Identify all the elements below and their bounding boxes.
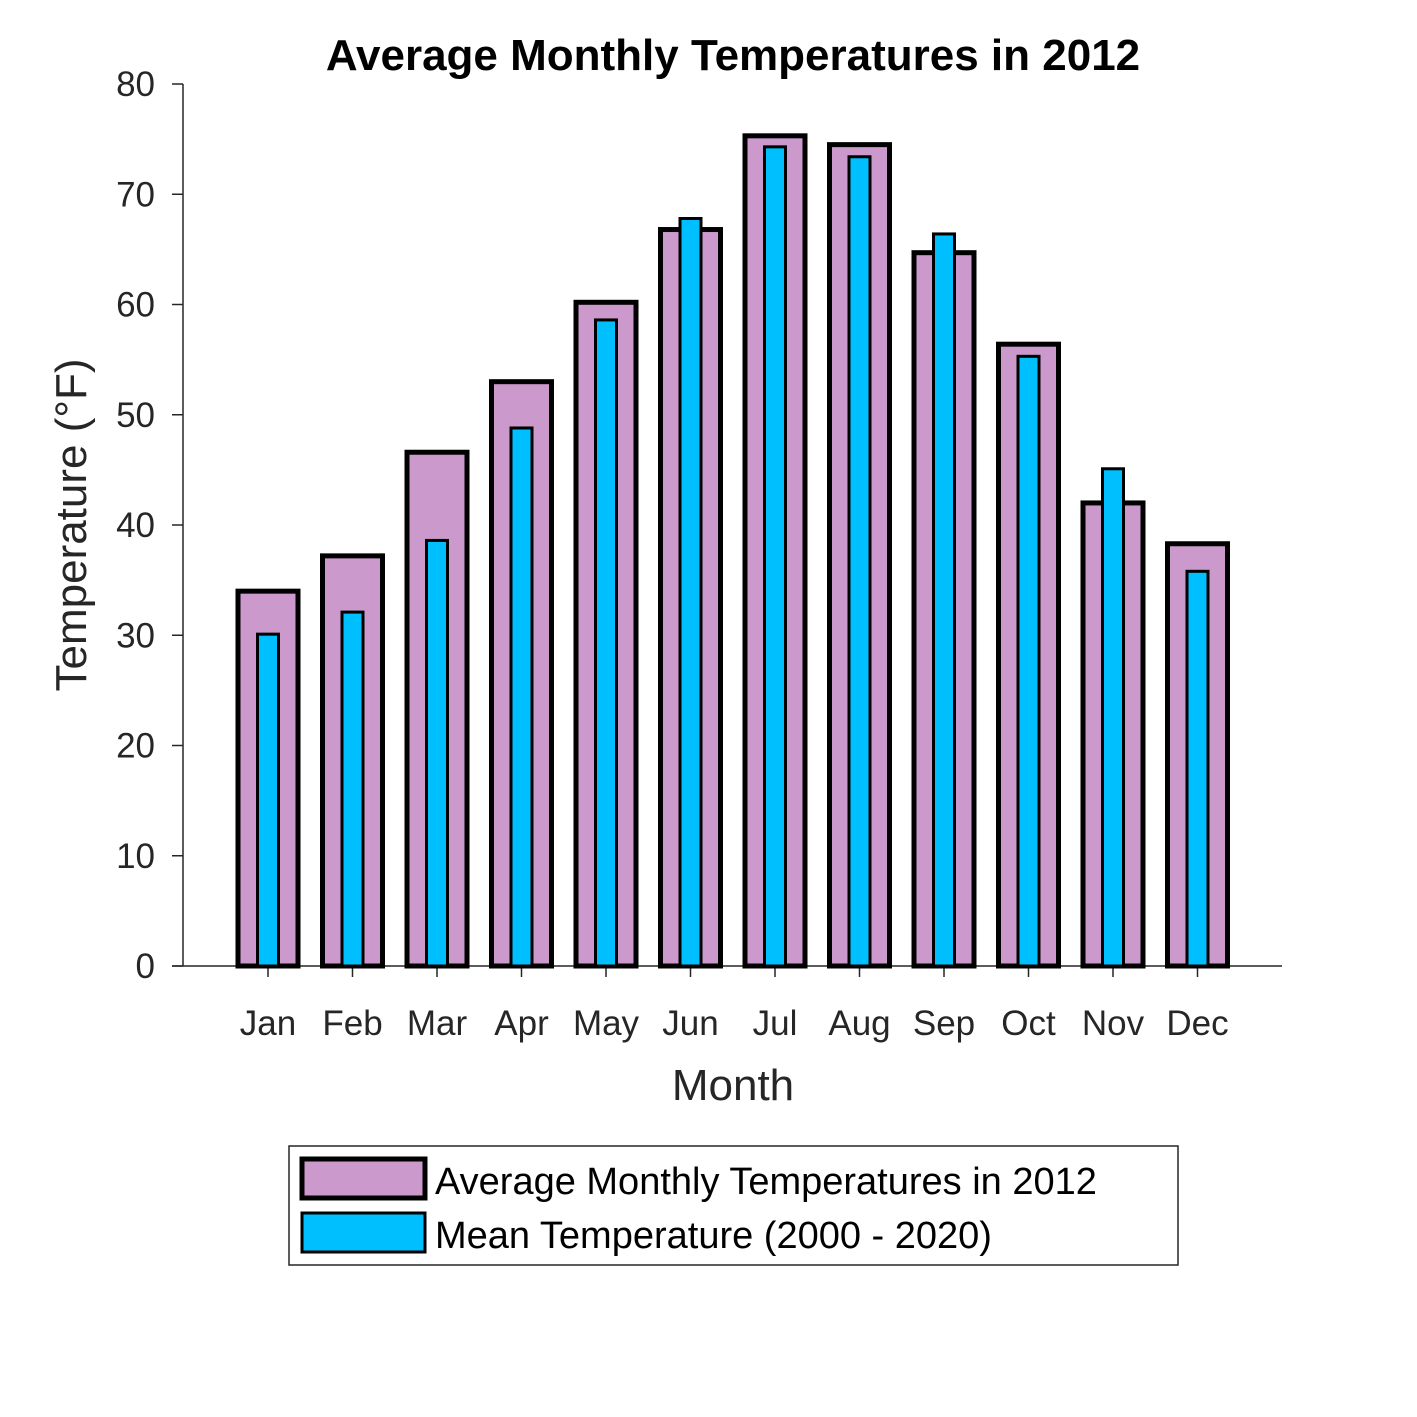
x-tick-label: Sep [913, 1004, 975, 1043]
x-tick-label: Dec [1166, 1004, 1228, 1043]
bar-mean [1185, 569, 1210, 968]
legend-swatch-mean [300, 1211, 427, 1254]
bar-mean [256, 632, 280, 968]
bar-mean [1016, 354, 1041, 968]
x-tick-label: Aug [828, 1004, 890, 1043]
bar-mean [1101, 467, 1125, 968]
y-tick-label: 30 [116, 616, 155, 655]
legend-box [288, 1145, 1179, 1266]
y-tick-label: 10 [116, 837, 155, 876]
y-tick-label: 0 [136, 947, 155, 986]
y-axis-label: Temperature (°F) [47, 358, 96, 691]
x-tick-label: Jul [753, 1004, 798, 1043]
bar-mean [340, 610, 365, 968]
bar-mean [594, 318, 618, 968]
y-tick-label: 80 [116, 65, 155, 104]
bar-mean [509, 426, 534, 968]
x-tick-label: Oct [1001, 1004, 1056, 1043]
y-tick-label: 70 [116, 175, 155, 214]
x-tick-label: May [573, 1004, 640, 1043]
bar-mean [847, 155, 872, 968]
x-axis: Jan Feb Mar Apr May Jun Jul Aug Sep Oct Nov Dec [172, 965, 1282, 1043]
y-tick-label: 60 [116, 286, 155, 325]
y-tick-label: 40 [116, 506, 155, 545]
series-mean-bars [256, 145, 1210, 968]
x-tick-label: Feb [322, 1004, 382, 1043]
y-tick-label: 20 [116, 727, 155, 766]
x-tick-label: Jan [240, 1004, 296, 1043]
bar-mean [763, 145, 787, 968]
legend-label-2012: Average Monthly Temperatures in 2012 [435, 1161, 1097, 1203]
x-tick-label: Jun [662, 1004, 718, 1043]
x-tick-label: Mar [407, 1004, 468, 1043]
x-tick-label: Apr [494, 1004, 549, 1043]
bar-mean [932, 232, 956, 968]
series-2012-bars [235, 133, 1230, 969]
bar-mean [425, 538, 449, 968]
x-axis-label: Month [672, 1061, 794, 1110]
x-tick-label: Nov [1082, 1004, 1145, 1043]
legend: Average Monthly Temperatures in 2012 Mea… [288, 1145, 1179, 1266]
y-tick-label: 50 [116, 396, 155, 435]
chart-title: Average Monthly Temperatures in 2012 [326, 31, 1140, 80]
legend-label-mean: Mean Temperature (2000 - 2020) [435, 1215, 992, 1257]
bar-mean [678, 217, 703, 968]
legend-swatch-2012 [299, 1156, 428, 1201]
y-axis: 0 10 20 30 40 50 60 70 80 [116, 65, 184, 986]
